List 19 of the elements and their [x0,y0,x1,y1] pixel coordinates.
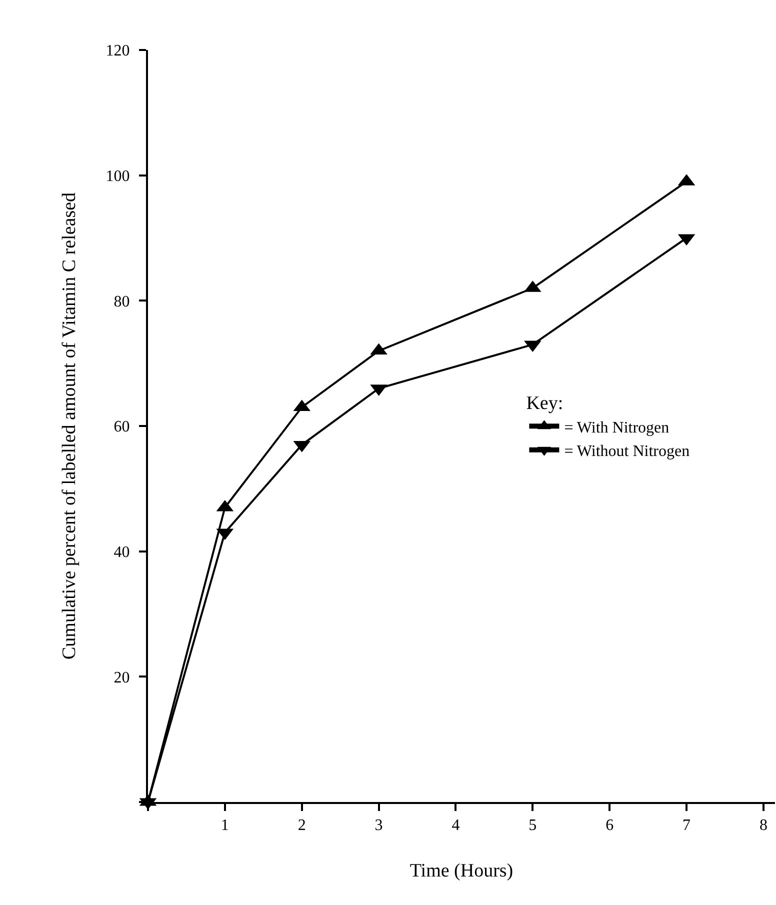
x-tick-label: 5 [528,817,537,834]
x-axis-title: Time (Hours) [410,860,514,882]
legend-label: = With Nitrogen [564,419,670,436]
y-tick-label: 60 [114,418,130,436]
y-tick-label: 20 [114,669,130,686]
x-tick-label: 4 [452,817,460,834]
y-axis-title: Cumulative percent of labelled amount of Vitamin C released [59,192,80,660]
x-tick-label: 3 [374,817,383,834]
legend-label: = Without Nitrogen [564,443,690,460]
y-tick-label: 40 [114,544,130,561]
y-tick-label: 80 [114,293,130,310]
x-tick-label: 2 [298,817,306,834]
x-tick-label: 7 [682,817,691,834]
x-tick-label: 8 [759,817,768,834]
x-tick-label: 1 [220,817,229,834]
x-tick-label: 6 [606,817,614,834]
y-tick-label: 100 [106,168,130,185]
legend-title: Key: [526,393,564,414]
y-tick-label: 120 [106,42,130,60]
